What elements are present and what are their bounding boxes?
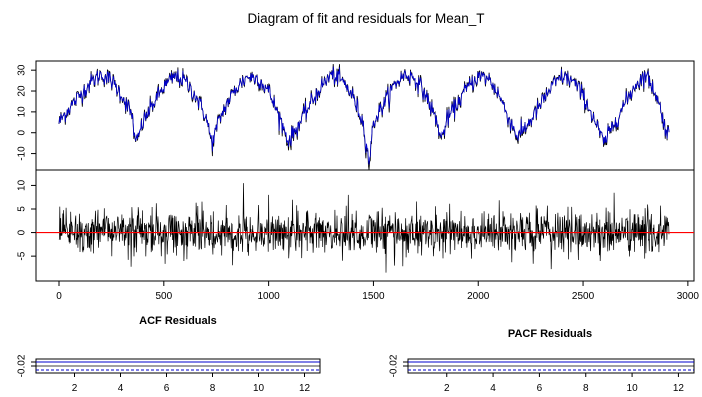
x-tick-label: 1500 [362, 291, 385, 302]
fit-panel-frame [35, 60, 695, 171]
acf-x-tick-label: 2 [72, 383, 78, 394]
acf-x-tick-label: 8 [210, 383, 216, 394]
fit-y-tick-label: -10 [17, 146, 28, 161]
acf-x-tick-label: 12 [299, 383, 311, 394]
x-tick-label: 1000 [257, 291, 280, 302]
pacf-x-tick-label: 12 [673, 383, 685, 394]
acf-x-tick-label: 6 [164, 383, 170, 394]
residual-y-tick-label: 5 [17, 206, 28, 212]
acf-y-tick-label: -0.02 [17, 354, 28, 377]
fit-y-tick-label: 20 [17, 85, 28, 97]
acf-panel: ACF Residuals -0.02 2 4 6 8 10 12 [17, 315, 321, 394]
acf-title: ACF Residuals [139, 315, 217, 327]
acf-x-tick-label: 10 [253, 383, 265, 394]
pacf-y-tick-label: -0.02 [389, 354, 400, 377]
x-tick-label: 0 [56, 291, 62, 302]
pacf-x-tick-label: 8 [583, 383, 589, 394]
fit-y-tick-label: 0 [17, 130, 28, 136]
pacf-x-tick-label: 10 [627, 383, 639, 394]
residual-series-line [58, 183, 670, 273]
residual-y-tick-label: -5 [17, 251, 28, 260]
fit-panel: -10 0 10 20 30 [17, 60, 695, 171]
fit-y-tick-label: 30 [17, 64, 28, 76]
x-tick-label: 2000 [467, 291, 490, 302]
x-tick-label: 500 [155, 291, 172, 302]
residual-panel-frame [35, 169, 695, 282]
acf-x-tick-label: 4 [118, 383, 124, 394]
x-tick-label: 3000 [677, 291, 700, 302]
chart-title: Diagram of fit and residuals for Mean_T [247, 11, 484, 26]
pacf-panel: PACF Residuals -0.02 2 4 6 8 10 12 [389, 328, 695, 394]
pacf-x-tick-label: 2 [444, 383, 450, 394]
x-tick-label: 2500 [572, 291, 595, 302]
observed-series-line [58, 63, 670, 170]
residual-panel: -5 0 5 10 0 500 1000 1500 2000 2500 3000 [17, 169, 700, 302]
pacf-title: PACF Residuals [508, 328, 592, 340]
pacf-x-tick-label: 4 [490, 383, 496, 394]
residual-y-tick-label: 0 [17, 229, 28, 235]
pacf-x-tick-label: 6 [537, 383, 543, 394]
fit-y-tick-label: 10 [17, 106, 28, 118]
fitted-series-line [58, 66, 670, 165]
residual-y-tick-label: 10 [17, 179, 28, 191]
